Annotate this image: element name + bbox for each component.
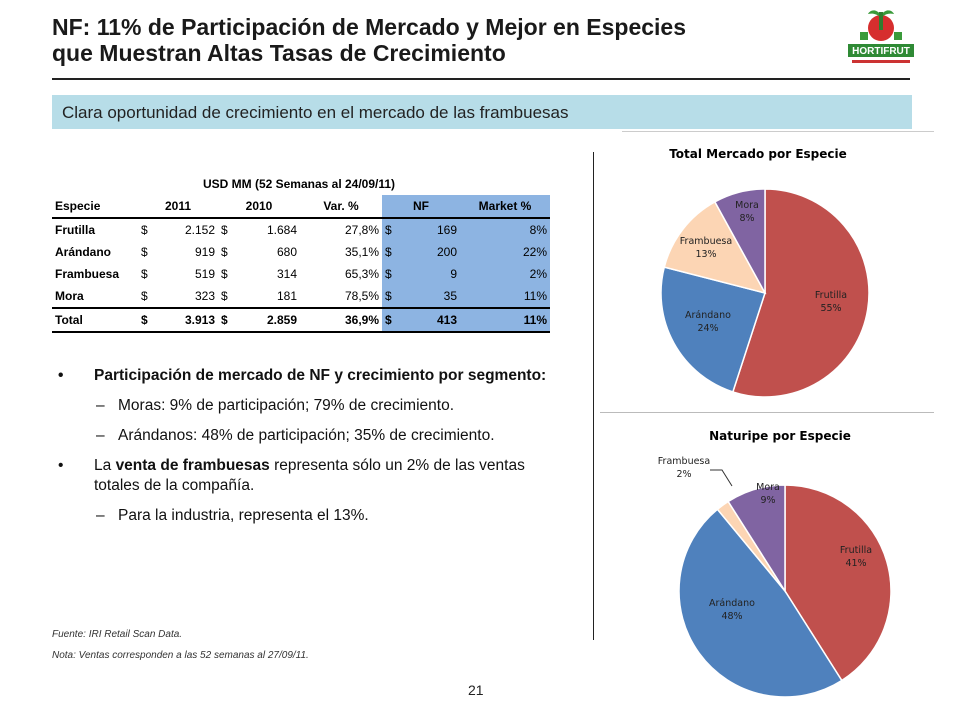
slice-label: Arándano <box>685 310 731 321</box>
subtitle-text: Clara oportunidad de crecimiento en el m… <box>62 103 569 122</box>
pie-slice-frutilla <box>731 188 870 398</box>
leader-line <box>710 469 733 487</box>
slice-label: Frambuesa <box>680 236 732 247</box>
slice-value-label: 9% <box>760 495 775 506</box>
slice-value-label: 41% <box>845 558 866 569</box>
pie-slice-mora <box>713 188 766 294</box>
pie-slice-arndano <box>660 266 766 393</box>
bullet-item: La venta de frambuesas representa sólo u… <box>58 456 558 496</box>
page-title: NF: 11% de Participación de Mercado y Me… <box>52 14 812 66</box>
table-row: Frutilla $2.152 $1.684 27,8% $169 8% <box>52 218 550 241</box>
subtitle-banner: Clara oportunidad de crecimiento en el m… <box>52 95 912 129</box>
title-line-1: NF: 11% de Participación de Mercado y Me… <box>52 14 687 40</box>
naturipe-pie-chart: Naturipe por Especie Frutilla 41% Arándano… <box>658 429 892 698</box>
vertical-divider <box>593 152 594 640</box>
chart-title: Naturipe por Especie <box>709 429 851 443</box>
sub-bullet-item: Para la industria, representa el 13%. <box>58 506 558 526</box>
chart-divider <box>600 412 934 413</box>
table-row: Frambuesa $519 $314 65,3% $9 2% <box>52 263 550 285</box>
slice-label: Mora <box>756 482 780 493</box>
slice-label: Arándano <box>709 598 755 609</box>
slice-value-label: 48% <box>721 611 742 622</box>
slice-value-label: 55% <box>820 303 841 314</box>
chart-title: Total Mercado por Especie <box>669 147 847 161</box>
sub-bullet-item: Moras: 9% de participación; 79% de creci… <box>58 396 558 416</box>
col-especie: Especie <box>52 195 138 219</box>
slice-value-label: 2% <box>676 469 691 480</box>
slice-value-label: 13% <box>695 249 716 260</box>
slice-label: Frambuesa <box>658 456 710 467</box>
col-var: Var. % <box>300 195 382 219</box>
pie-slice-frambuesa <box>663 200 767 295</box>
source-note: Fuente: IRI Retail Scan Data. <box>52 629 183 640</box>
title-underline <box>52 78 910 80</box>
table-row: Mora $323 $181 78,5% $35 11% <box>52 285 550 308</box>
logo-text: HORTIFRUT <box>852 46 910 57</box>
sub-bullet-item: Arándanos: 48% de participación; 35% de … <box>58 426 558 446</box>
pie-slice-arndano <box>678 508 843 698</box>
total-market-pie-chart: Total Mercado por Especie Frutilla 55% Ará… <box>660 147 870 398</box>
col-2011: 2011 <box>138 195 218 219</box>
divider <box>622 131 934 132</box>
slice-value-label: 24% <box>697 323 718 334</box>
sales-table: USD MM (52 Semanas al 24/09/11) Especie … <box>52 173 550 333</box>
sales-note: Nota: Ventas corresponden a las 52 seman… <box>52 650 309 661</box>
col-nf: NF <box>382 195 460 219</box>
bullet-list: Participación de mercado de NF y crecimi… <box>58 366 558 536</box>
table-total-row: Total $3.913 $2.859 36,9% $413 11% <box>52 307 550 333</box>
pie-slice-mora <box>727 484 786 594</box>
footnotes: Fuente: IRI Retail Scan Data. Nota: Vent… <box>52 624 309 666</box>
slice-label: Frutilla <box>815 290 847 301</box>
hortifrut-logo: HORTIFRUT <box>846 6 916 72</box>
col-2010: 2010 <box>218 195 300 219</box>
table-group-header: USD MM (52 Semanas al 24/09/11) <box>202 177 396 191</box>
slice-value-label: 8% <box>739 213 754 224</box>
table-row: Arándano $919 $680 35,1% $200 22% <box>52 241 550 263</box>
title-line-2: que Muestran Altas Tasas de Crecimiento <box>52 40 506 66</box>
col-market: Market % <box>460 195 550 219</box>
page-number: 21 <box>468 682 484 698</box>
bullet-item: Participación de mercado de NF y crecimi… <box>58 366 558 386</box>
slice-label: Mora <box>735 200 759 211</box>
slice-label: Frutilla <box>840 545 872 556</box>
